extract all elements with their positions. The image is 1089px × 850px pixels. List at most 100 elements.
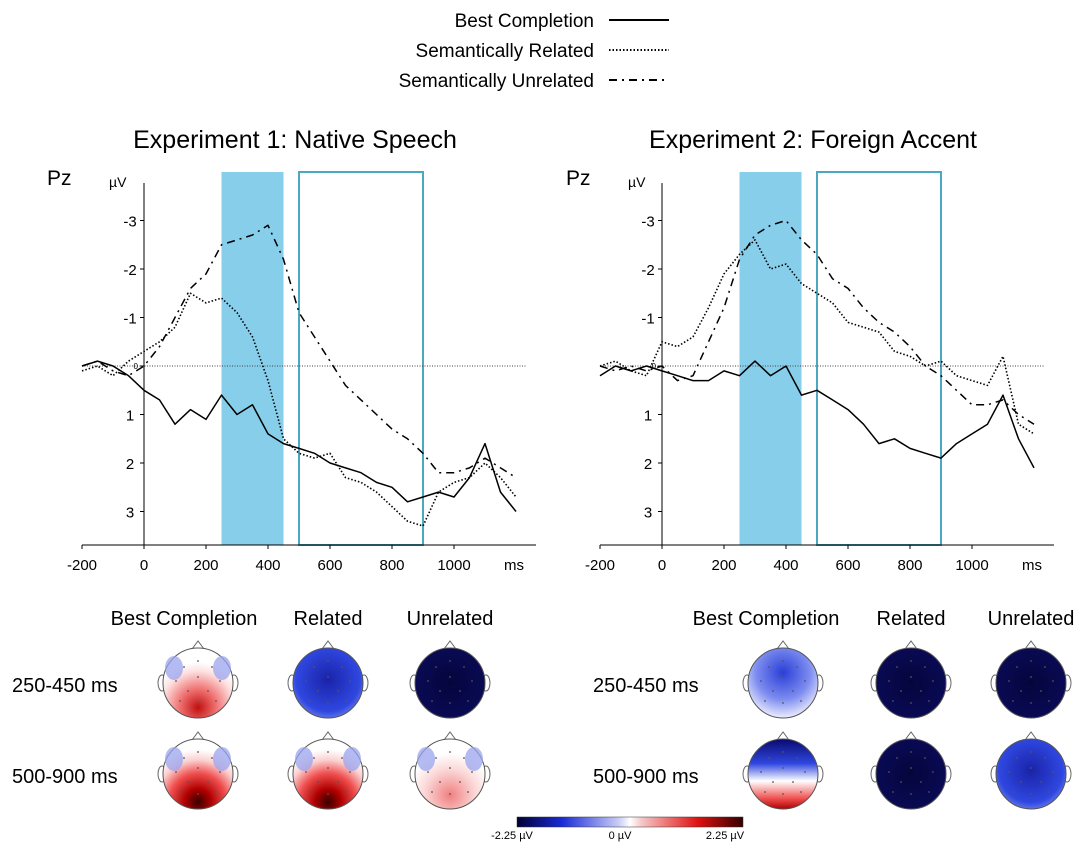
series-line-best-completion [599, 360, 1035, 469]
topomap-exp1-unrelated-late [409, 731, 491, 810]
window-label-late: 500-900 ms [12, 766, 118, 788]
topomap-exp2-related-late [870, 731, 952, 810]
electrode-dot [1044, 757, 1046, 759]
electrode-dot [1008, 680, 1010, 682]
condition-label-best-completion: Best Completion [111, 608, 258, 630]
electrode-dot [179, 791, 181, 793]
electrode-dot [1012, 791, 1014, 793]
electrode-dot [928, 700, 930, 702]
electrode-dot [467, 791, 469, 793]
electrode-dot [782, 793, 784, 795]
electrode-dot [1008, 771, 1010, 773]
electrode-dot [888, 680, 890, 682]
electrode-dot [327, 793, 329, 795]
panel-title: Experiment 1: Native Speech [133, 126, 457, 154]
y-tick-label: 0 [134, 362, 139, 371]
series-line-semantically-unrelated [81, 224, 517, 479]
head-scalp [747, 647, 819, 719]
colorbar-min-label: -2.25 µV [491, 830, 533, 842]
electrode-dot [215, 700, 217, 702]
electrode-dot [782, 751, 784, 753]
electrode-dot [197, 793, 199, 795]
x-tick-label: 600 [317, 557, 342, 574]
x-tick-label: 1000 [437, 557, 470, 574]
x-tick-label: 400 [255, 557, 280, 574]
x-tick-label: -200 [585, 557, 615, 574]
y-unit-label: µV [109, 174, 127, 190]
electrode-dot [197, 702, 199, 704]
electrode-dot [341, 666, 343, 668]
head-blue-patch-right [465, 747, 483, 771]
electrode-dot [932, 680, 934, 682]
y-tick-label: 1 [126, 408, 134, 425]
head-nose [443, 640, 457, 650]
topomap-exp1-best-completion-late [157, 731, 239, 810]
electrode-dot [896, 757, 898, 759]
electrode-dot [345, 700, 347, 702]
electrode-dot [796, 757, 798, 759]
outlined-window-500-900 [816, 171, 942, 546]
legend: Best Completion Semantically Related Sem… [399, 11, 669, 92]
series-line-semantically-related [81, 292, 517, 527]
electrode-dot [345, 791, 347, 793]
electrode-dot [1052, 680, 1054, 682]
electrode-dot [449, 676, 451, 678]
electrode-dot [215, 791, 217, 793]
electrode-dot [327, 767, 329, 769]
electrode-dot [183, 666, 185, 668]
electrode-dot [1012, 700, 1014, 702]
electrode-dot [1040, 781, 1042, 783]
electrode-dot [337, 781, 339, 783]
head-scalp [292, 647, 364, 719]
electrode-dot [449, 767, 451, 769]
electrode-dot [427, 771, 429, 773]
electrode-dot [175, 771, 177, 773]
electrode-dot [910, 660, 912, 662]
electrode-dot [211, 757, 213, 759]
y-tick-label: -1 [123, 311, 136, 328]
electrode-dot [305, 680, 307, 682]
electrode-dot [449, 793, 451, 795]
head-nose [321, 640, 335, 650]
window-label-early: 250-450 ms [12, 675, 118, 697]
electrode-dot [764, 791, 766, 793]
x-tick-label: 0 [658, 557, 666, 574]
electrode-dot [439, 690, 441, 692]
topomap-exp2-best-completion-early [742, 640, 824, 719]
y-tick-label: -1 [641, 311, 654, 328]
electrode-dot [1016, 666, 1018, 668]
electrode-dot [928, 791, 930, 793]
electrode-dot [197, 676, 199, 678]
electrode-dot [920, 690, 922, 692]
electrode-dot [804, 680, 806, 682]
electrode-dot [327, 702, 329, 704]
electrode-dot [892, 700, 894, 702]
x-tick-label: 600 [835, 557, 860, 574]
electrode-dot [219, 680, 221, 682]
topomap-exp1-best-completion-early [157, 640, 239, 719]
electrode-dot [792, 781, 794, 783]
y-tick-label: -2 [123, 262, 136, 279]
electrode-dot [305, 771, 307, 773]
series-line-best-completion [81, 360, 517, 512]
y-tick-label: 3 [126, 505, 134, 522]
electrode-dot [313, 666, 315, 668]
legend-label-best-completion: Best Completion [455, 11, 594, 32]
head-scalp [995, 647, 1067, 719]
electrode-dot [463, 757, 465, 759]
electrode-dot [1048, 791, 1050, 793]
colorbar: -2.25 µV 0 µV 2.25 µV [491, 816, 745, 842]
electrode-dot [768, 757, 770, 759]
electrode-dot [317, 690, 319, 692]
y-tick-label: 1 [644, 408, 652, 425]
condition-label-unrelated: Unrelated [988, 608, 1075, 630]
electrode-dot [471, 680, 473, 682]
electrode-dot [179, 700, 181, 702]
shaded-window-250-450 [221, 172, 284, 545]
x-tick-label: 1000 [955, 557, 988, 574]
electrode-dot [896, 666, 898, 668]
electrode-dot [910, 751, 912, 753]
electrode-dot [197, 751, 199, 753]
topomap-exp1-related-late [287, 731, 369, 810]
